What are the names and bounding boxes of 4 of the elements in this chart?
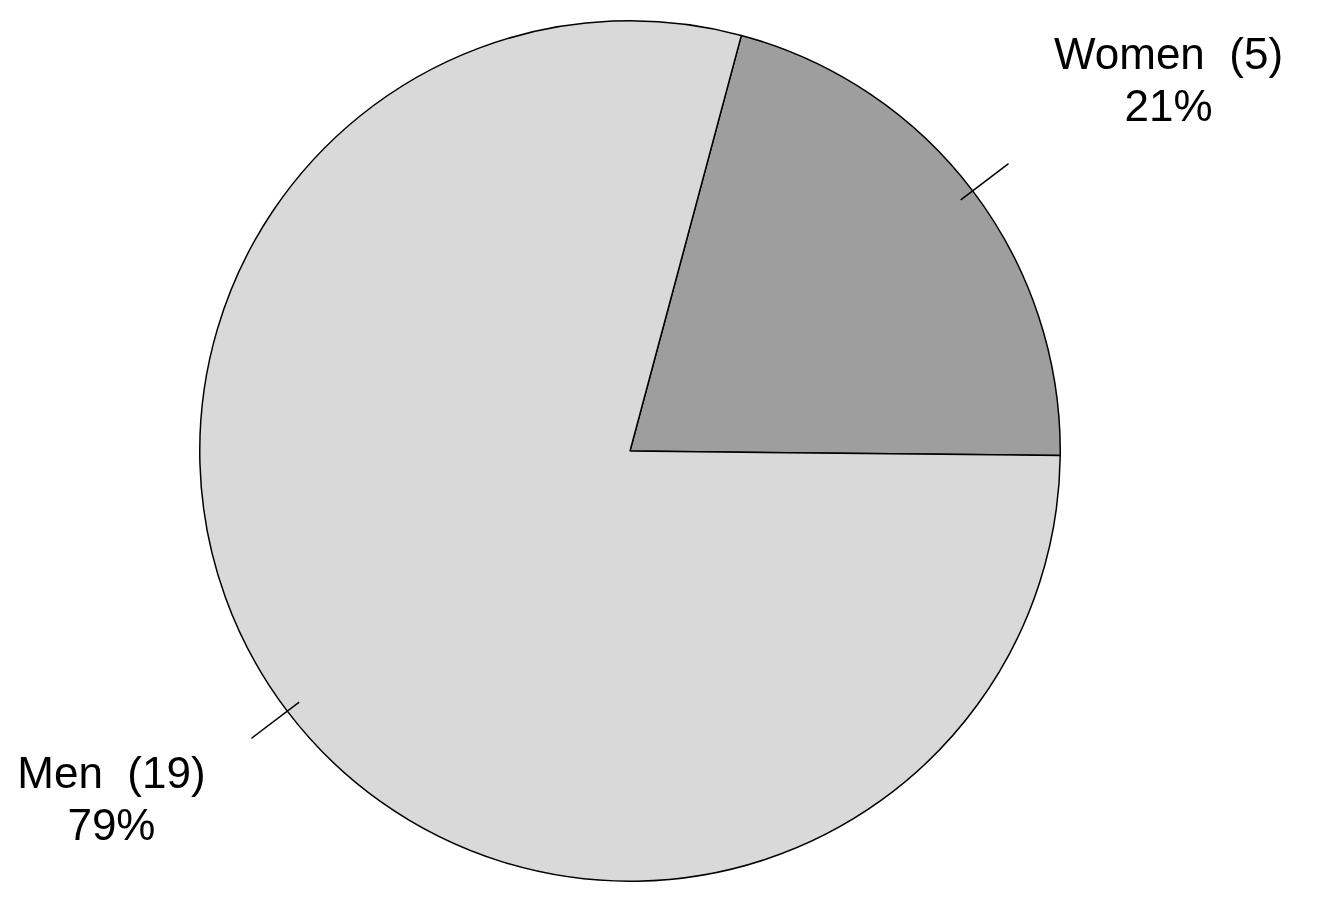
data-label: 21%: [1124, 80, 1213, 130]
slice-label: Women (5): [1054, 28, 1284, 78]
data-label: 79%: [67, 800, 156, 850]
slice-label: Men (19): [17, 748, 206, 798]
